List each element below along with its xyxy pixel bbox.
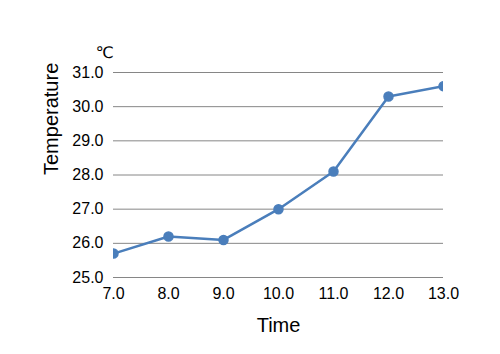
svg-text:29.0: 29.0	[72, 132, 103, 149]
svg-text:30.0: 30.0	[72, 98, 103, 115]
svg-text:25.0: 25.0	[72, 269, 103, 286]
svg-text:31.0: 31.0	[72, 64, 103, 81]
svg-text:11.0: 11.0	[319, 285, 349, 302]
svg-text:26.0: 26.0	[72, 234, 103, 251]
svg-text:Time: Time	[257, 314, 301, 336]
svg-text:27.0: 27.0	[72, 200, 103, 217]
svg-text:Temperature: Temperature	[40, 63, 62, 175]
svg-text:12.0: 12.0	[373, 285, 404, 302]
svg-text:28.0: 28.0	[72, 166, 103, 183]
svg-text:℃: ℃	[96, 44, 114, 61]
svg-text:10.0: 10.0	[263, 285, 294, 302]
svg-text:8.0: 8.0	[157, 285, 179, 302]
svg-text:13.0: 13.0	[428, 285, 459, 302]
svg-text:7.0: 7.0	[102, 285, 124, 302]
svg-text:9.0: 9.0	[212, 285, 234, 302]
